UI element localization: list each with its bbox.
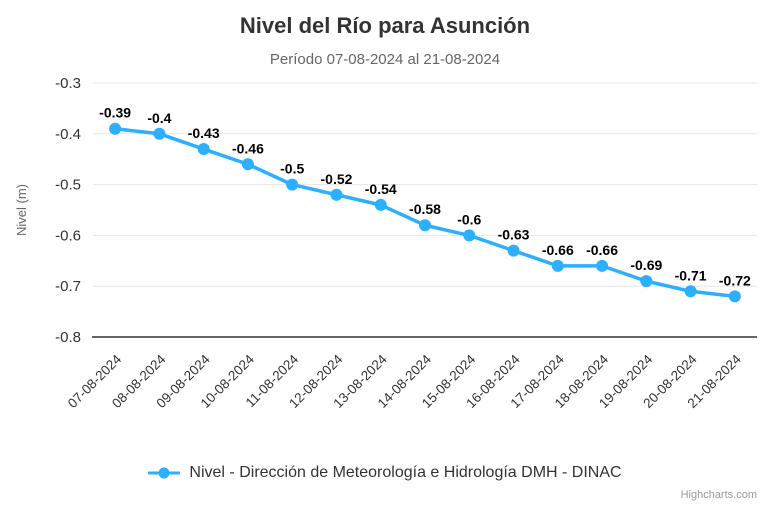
y-tick-label: -0.6 — [55, 227, 81, 244]
data-label: -0.43 — [188, 125, 220, 141]
highcharts-credit-link[interactable]: Highcharts.com — [680, 489, 757, 501]
data-point[interactable] — [551, 259, 564, 272]
data-label: -0.71 — [675, 267, 707, 283]
data-point[interactable] — [507, 244, 520, 257]
legend-item-nivel[interactable]: Nivel - Dirección de Meteorología e Hidr… — [0, 464, 770, 482]
data-label: -0.54 — [365, 181, 397, 197]
data-label: -0.4 — [147, 110, 171, 126]
chart-subtitle: Período 07-08-2024 al 21-08-2024 — [269, 51, 501, 68]
legend-label: Nivel - Dirección de Meteorología e Hidr… — [189, 464, 622, 481]
data-label: -0.63 — [498, 227, 530, 243]
data-point[interactable] — [241, 158, 254, 171]
data-point[interactable] — [463, 229, 476, 242]
data-point[interactable] — [374, 198, 387, 211]
y-tick-label: -0.8 — [55, 329, 81, 346]
data-point[interactable] — [640, 275, 653, 288]
data-point[interactable] — [197, 143, 210, 156]
data-label: -0.39 — [99, 105, 131, 121]
data-label: -0.66 — [542, 242, 574, 258]
data-label: -0.58 — [409, 201, 441, 217]
data-point[interactable] — [286, 178, 299, 191]
y-tick-label: -0.4 — [55, 126, 81, 143]
data-label: -0.46 — [232, 140, 264, 156]
legend-line-marker-icon — [148, 467, 181, 479]
y-tick-label: -0.7 — [55, 278, 81, 295]
data-label: -0.72 — [719, 272, 751, 288]
data-point[interactable] — [596, 259, 609, 272]
chart-title: Nivel del Río para Asunción — [239, 13, 531, 38]
data-label: -0.69 — [630, 257, 662, 273]
data-point[interactable] — [109, 122, 122, 135]
y-axis-title: Nivel (m) — [14, 184, 29, 236]
data-label: -0.5 — [280, 161, 304, 177]
data-point[interactable] — [728, 290, 741, 303]
data-point[interactable] — [153, 127, 166, 140]
data-point[interactable] — [419, 219, 431, 232]
y-tick-label: -0.5 — [55, 177, 81, 194]
data-label: -0.52 — [321, 171, 353, 187]
data-point[interactable] — [330, 188, 343, 201]
data-point[interactable] — [684, 285, 697, 298]
data-label: -0.66 — [586, 242, 618, 258]
y-tick-label: -0.3 — [55, 75, 81, 92]
data-label: -0.6 — [457, 211, 481, 227]
